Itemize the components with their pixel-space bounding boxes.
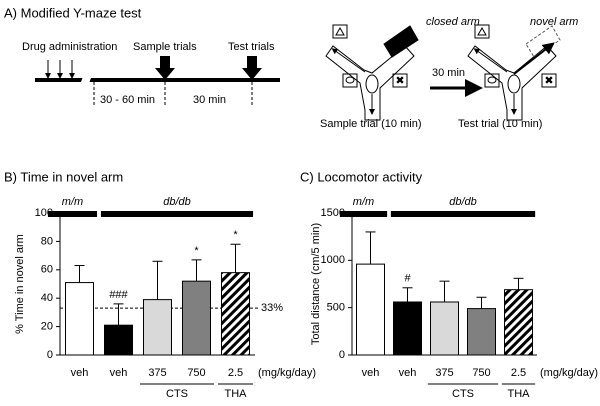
y-tick-label: 80	[41, 235, 53, 247]
bar	[221, 272, 250, 356]
break	[79, 71, 93, 89]
bar	[356, 263, 385, 356]
bar	[182, 280, 211, 356]
y-tick-label: 60	[41, 264, 53, 276]
bar	[430, 301, 459, 356]
label: Sample trial (10 min)	[320, 118, 421, 130]
y-tick-label: 500	[327, 302, 345, 314]
drug-label: THA	[508, 388, 531, 400]
x-tick-label: veh	[71, 367, 89, 379]
arrow	[155, 56, 175, 80]
chart-title: B) Time in novel arm	[4, 169, 123, 184]
group-label: db/db	[163, 196, 191, 208]
x-tick-label: 375	[148, 367, 166, 379]
label: 30 min	[432, 67, 465, 79]
unit-label: (mg/kg/day)	[258, 367, 316, 379]
y-tick-label: 40	[41, 292, 53, 304]
group-bar	[390, 211, 536, 217]
label: closed arm	[426, 16, 480, 28]
label: novel arm	[530, 16, 578, 28]
significance: *	[194, 245, 199, 257]
y-tick-label: 1500	[321, 207, 345, 219]
group-bar	[339, 211, 388, 217]
chart-title: C) Locomotor activity	[300, 169, 423, 184]
group-bar	[100, 211, 254, 217]
bar	[393, 301, 422, 356]
label: 30 min	[193, 94, 226, 106]
group-label: m/m	[353, 196, 374, 208]
y-tick-label: 0	[47, 349, 53, 361]
label: Drug administration	[22, 41, 117, 53]
arrow	[242, 56, 262, 80]
group-label: db/db	[449, 196, 477, 208]
y-tick-label: 1000	[321, 254, 345, 266]
maze: ✖	[467, 24, 561, 121]
panel-a: A) Modified Y-maze test Drug administrat…	[4, 5, 578, 129]
y-tick-label: 20	[41, 321, 53, 333]
x-tick-label: 2.5	[511, 367, 526, 379]
bar	[467, 308, 496, 356]
significance: *	[233, 229, 238, 241]
reference-label: 33%	[261, 302, 283, 314]
bar	[143, 299, 172, 356]
label: Sample trials	[133, 41, 197, 53]
svg-text:✖: ✖	[544, 75, 553, 87]
svg-text:✖: ✖	[395, 75, 404, 87]
x-tick-label: 750	[472, 367, 490, 379]
x-tick-label: 2.5	[228, 367, 243, 379]
y-axis-label: % Time in novel arm	[14, 234, 26, 334]
label: 30 - 60 min	[100, 94, 155, 106]
label: Test trials	[228, 41, 275, 53]
drug-label: CTS	[452, 388, 474, 400]
bar	[104, 324, 133, 356]
x-tick-label: veh	[399, 367, 417, 379]
y-axis-label: Total distance (cm/5 min)	[310, 223, 322, 345]
panel-title: A) Modified Y-maze test	[4, 5, 142, 20]
x-tick-label: veh	[110, 367, 128, 379]
y-tick-label: 0	[339, 349, 345, 361]
bar	[65, 282, 94, 356]
drug-label: CTS	[166, 388, 188, 400]
unit-label: (mg/kg/day)	[540, 367, 598, 379]
bar	[504, 289, 533, 356]
significance: #	[404, 273, 411, 285]
maze: ✖	[325, 24, 419, 121]
significance: ###	[109, 289, 128, 301]
x-tick-label: veh	[362, 367, 380, 379]
group-label: m/m	[62, 196, 83, 208]
group-bar	[47, 211, 98, 217]
x-tick-label: 750	[187, 367, 205, 379]
label: Test trial (10 min)	[458, 118, 542, 130]
x-tick-label: 375	[435, 367, 453, 379]
drug-label: THA	[225, 388, 248, 400]
